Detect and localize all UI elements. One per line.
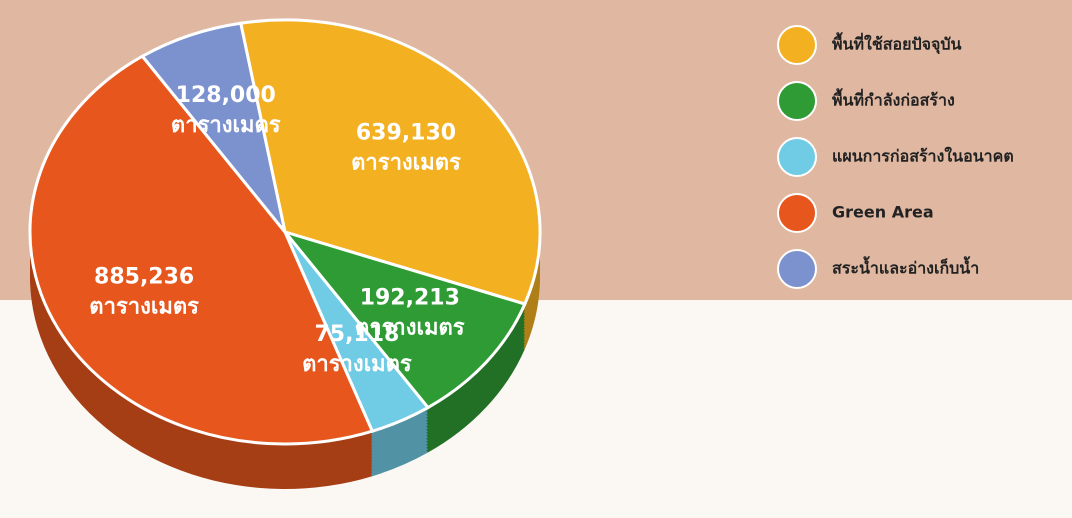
value-label: 128,000 bbox=[176, 83, 276, 108]
slice bbox=[280, 229, 527, 410]
legend-label: Green Area bbox=[832, 203, 934, 222]
value-label: 75,118 bbox=[314, 322, 399, 347]
legend-label: พื้นที่กำลังก่อสร้าง bbox=[832, 88, 955, 110]
legend-swatch bbox=[777, 25, 817, 65]
legend-label: สระน้ำและอ่างเก็บน้ำ bbox=[832, 256, 979, 278]
legend-label: พื้นที่ใช้สอยปัจจุบัน bbox=[832, 32, 962, 55]
unit-label: ตารางเมตร bbox=[89, 295, 199, 320]
unit-label: ตารางเมตร bbox=[171, 113, 281, 138]
unit-label: ตารางเมตร bbox=[355, 316, 465, 341]
slice bbox=[238, 18, 542, 306]
legend-swatch bbox=[777, 137, 817, 177]
unit-label: ตารางเมตร bbox=[351, 150, 461, 175]
value-label: 192,213 bbox=[360, 286, 460, 311]
value-label: 639,130 bbox=[356, 120, 456, 145]
legend-swatch bbox=[777, 81, 817, 121]
legend-label: แผนการก่อสร้างในอนาคต bbox=[832, 147, 1014, 166]
legend-swatch bbox=[777, 193, 817, 233]
value-label: 885,236 bbox=[94, 265, 194, 290]
slice bbox=[140, 21, 287, 233]
legend-swatch bbox=[777, 249, 817, 289]
unit-label: ตารางเมตร bbox=[302, 352, 412, 377]
slice bbox=[28, 54, 375, 446]
